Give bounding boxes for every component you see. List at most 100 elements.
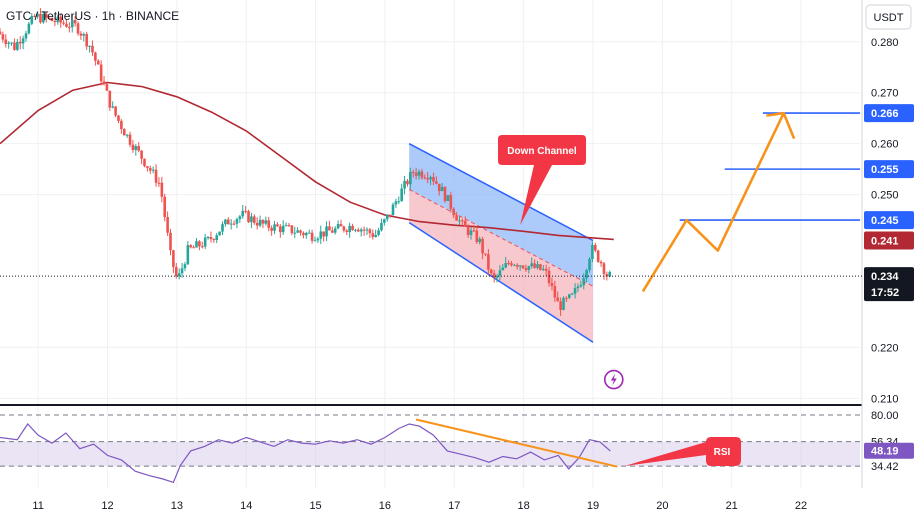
candle-body — [134, 146, 138, 151]
grid — [0, 0, 860, 488]
ma-price-tag — [864, 231, 914, 250]
projection[interactable] — [641, 111, 796, 293]
candle-body — [371, 233, 375, 237]
candle-body — [429, 177, 432, 180]
candle-body — [319, 231, 323, 239]
candle-body — [452, 208, 455, 216]
candle-body — [18, 41, 22, 44]
candle-body — [348, 225, 351, 232]
candle-body — [24, 33, 28, 39]
candle-body — [426, 177, 429, 180]
candle-body — [281, 225, 285, 233]
candle-body — [279, 226, 282, 233]
candle-body — [478, 238, 482, 243]
candle-body — [0, 31, 2, 35]
down-channel[interactable] — [408, 143, 594, 343]
x-tick-label: 21 — [726, 500, 738, 512]
candle-body — [76, 23, 80, 34]
candle-body — [547, 270, 551, 284]
candle-body — [599, 261, 603, 264]
candle-body — [432, 177, 435, 182]
candle-body — [105, 84, 109, 91]
candle-body — [481, 238, 484, 254]
candle-body — [180, 268, 184, 274]
candle-body — [435, 181, 438, 184]
candle-body — [174, 267, 178, 277]
candle-body — [195, 241, 198, 248]
candle-body — [458, 220, 461, 222]
candle-body — [143, 158, 146, 167]
candle-body — [200, 246, 204, 248]
candle-body — [576, 286, 580, 289]
candle-body — [94, 52, 97, 61]
currency-button[interactable] — [865, 4, 912, 30]
candle-body — [238, 216, 242, 220]
current-price-label: 0.234 — [871, 271, 899, 283]
callouts[interactable]: Down Channel — [498, 135, 624, 390]
candle-body — [377, 230, 380, 235]
candle-body — [591, 244, 594, 259]
candle-body — [501, 267, 505, 271]
candle-body — [333, 228, 337, 233]
currency-label: USDT — [874, 12, 904, 24]
candle-body — [400, 188, 403, 202]
candle-body — [354, 229, 357, 231]
x-tick-label: 18 — [518, 500, 530, 512]
candle-countdown-label: 17:52 — [871, 287, 899, 299]
candle-body — [160, 182, 164, 197]
candle-body — [518, 265, 522, 267]
candle-body — [42, 13, 45, 23]
candle-body — [284, 225, 288, 227]
candle-body — [550, 283, 554, 287]
candle-body — [224, 219, 227, 225]
candle-body — [7, 42, 10, 44]
candle-body — [172, 250, 175, 268]
candle-body — [53, 20, 57, 23]
candle-body — [114, 106, 117, 116]
candle-body — [125, 134, 129, 136]
candle-body — [365, 229, 369, 231]
candle-body — [455, 215, 458, 221]
candle-body — [250, 216, 253, 223]
candle-body — [391, 204, 395, 216]
candle-body — [293, 232, 297, 234]
candle-body — [541, 268, 545, 270]
candle-body — [140, 150, 143, 159]
candle-body — [357, 229, 360, 232]
candle-body — [385, 214, 389, 220]
candle-body — [62, 22, 65, 24]
candle-body — [487, 254, 490, 270]
candle-body — [446, 195, 450, 202]
candle-body — [325, 226, 328, 237]
candle-body — [562, 297, 565, 310]
candle-body — [163, 196, 167, 218]
candle-body — [157, 182, 161, 184]
candle-body — [10, 42, 13, 44]
candle-body — [469, 230, 473, 235]
candle-body — [99, 64, 103, 82]
candle-body — [466, 226, 470, 235]
price-tick-label: 0.210 — [871, 393, 899, 405]
candle-body — [305, 233, 308, 236]
candle-body — [316, 238, 320, 241]
candle-body — [218, 231, 221, 236]
ma-price-tag-label: 0.241 — [871, 235, 899, 247]
candle-body — [50, 17, 54, 21]
target-price-tag-label: 0.245 — [871, 215, 899, 227]
candle-body — [362, 229, 366, 231]
candle-body — [461, 220, 464, 222]
rsi-pane[interactable]: RSI — [0, 404, 916, 484]
candle-body — [226, 219, 230, 225]
candle-body — [539, 264, 542, 270]
candle-body — [495, 275, 499, 278]
candle-body — [302, 232, 305, 236]
candle-body — [475, 230, 479, 243]
candle-body — [111, 106, 115, 108]
candle-body — [573, 288, 577, 294]
rsi-value-tag — [864, 442, 914, 459]
candle-body — [244, 210, 247, 212]
candle-body — [198, 241, 201, 247]
candle-body — [206, 237, 210, 239]
